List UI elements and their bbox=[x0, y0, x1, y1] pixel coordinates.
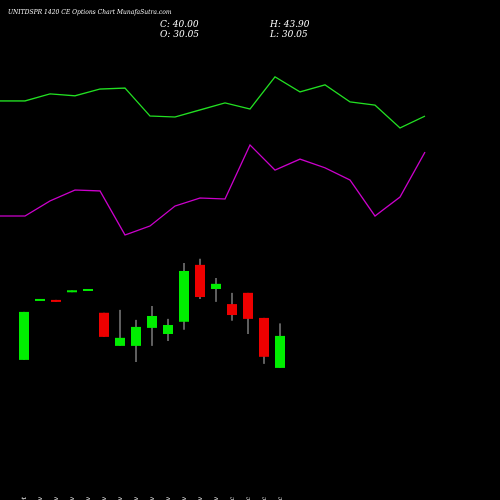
x-tick-label: 04 Dec bbox=[277, 496, 284, 500]
candle-body bbox=[51, 299, 61, 302]
x-tick-label: 25 Nov bbox=[165, 496, 172, 500]
x-tick-label: 26 Nov bbox=[181, 496, 188, 500]
high-info: H: 43.90 bbox=[269, 20, 310, 30]
candle-body bbox=[163, 324, 173, 334]
candle-body bbox=[259, 317, 269, 357]
x-tick-label: 14 Nov bbox=[53, 496, 60, 500]
x-tick-label: 21 Nov bbox=[133, 496, 140, 500]
x-tick-label: 28 Nov bbox=[213, 496, 220, 500]
x-tick-label: 29 Oct bbox=[21, 496, 28, 500]
x-tick-label: 03 Dec bbox=[261, 496, 268, 500]
candle-body bbox=[99, 312, 109, 337]
candle-body bbox=[83, 288, 93, 291]
candle-body bbox=[147, 315, 157, 328]
candle-body bbox=[131, 326, 141, 346]
candle-body bbox=[243, 292, 253, 319]
candle-body bbox=[275, 335, 285, 368]
x-tick-label: 17 Nov bbox=[69, 496, 76, 500]
open-info: O: 30.05 bbox=[160, 30, 199, 40]
candle-body bbox=[179, 270, 189, 322]
candle-body bbox=[195, 264, 205, 298]
candle-body bbox=[115, 337, 125, 346]
x-tick-label: 20 Nov bbox=[117, 496, 124, 500]
x-tick-label: 27 Nov bbox=[197, 496, 204, 500]
x-tick-label: 02 Dec bbox=[245, 496, 252, 500]
x-tick-label: 01 Dec bbox=[229, 496, 236, 500]
indicator-line bbox=[0, 75, 426, 129]
candle-body bbox=[67, 290, 77, 293]
chart-title: UNITDSPR 1420 CE Options Chart MunafaSut… bbox=[8, 9, 172, 16]
candle-body bbox=[211, 283, 221, 289]
indicator-line bbox=[0, 143, 426, 236]
x-tick-label: 24 Nov bbox=[149, 496, 156, 500]
candle-body bbox=[35, 298, 45, 301]
candle-body bbox=[19, 311, 29, 360]
x-tick-label: 11 Nov bbox=[37, 496, 44, 500]
x-tick-label: 18 Nov bbox=[85, 496, 92, 500]
close-info: C: 40.00 bbox=[160, 20, 199, 30]
low-info: L: 30.05 bbox=[269, 30, 308, 40]
candle-body bbox=[227, 304, 237, 316]
x-tick-label: 19 Nov bbox=[101, 496, 108, 500]
